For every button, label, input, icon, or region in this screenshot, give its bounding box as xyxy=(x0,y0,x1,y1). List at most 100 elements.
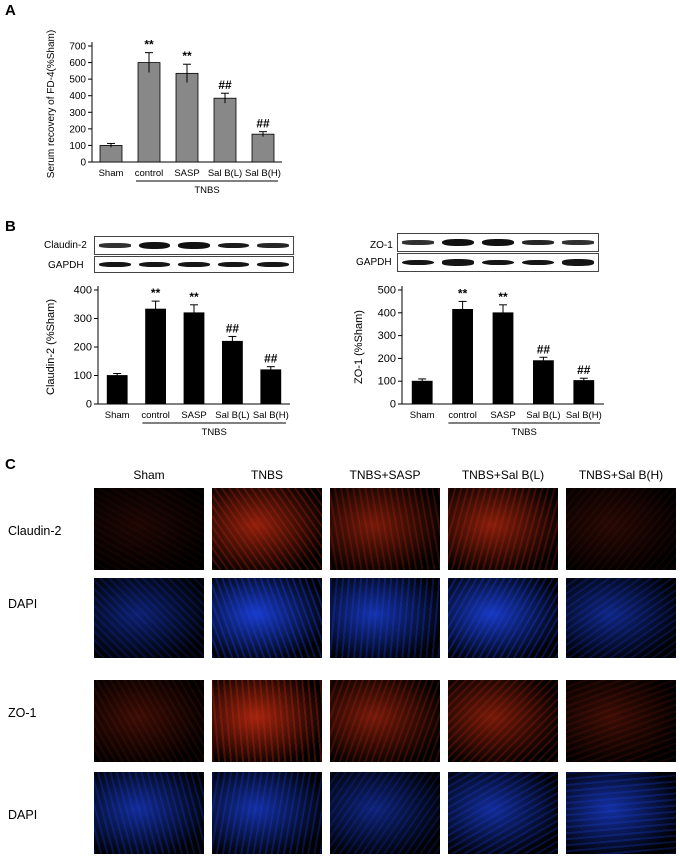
bar xyxy=(251,133,275,163)
blot-band xyxy=(257,243,290,248)
significance-mark: ## xyxy=(537,342,551,356)
bar xyxy=(411,380,433,405)
bar xyxy=(492,312,514,405)
significance-mark: ** xyxy=(144,38,154,52)
row-label-claudin-2: Claudin-2 xyxy=(8,524,62,538)
significance-mark: ## xyxy=(264,352,278,366)
blot-band xyxy=(217,261,250,268)
blot-left-top-label: Claudin-2 xyxy=(44,240,87,251)
panel-label-c: C xyxy=(5,456,16,473)
significance-mark: ## xyxy=(577,363,591,377)
bar xyxy=(183,312,205,405)
category-label: Sal B(H) xyxy=(253,410,289,421)
micrograph xyxy=(330,772,440,854)
blot-band xyxy=(482,259,514,266)
category-label: Sal B(H) xyxy=(245,168,281,179)
y-tick-label: 300 xyxy=(69,108,86,119)
col-header-sham: Sham xyxy=(133,468,165,482)
blot-band xyxy=(482,238,514,247)
bar xyxy=(106,375,128,405)
col-header-tnbs-sasp: TNBS+SASP xyxy=(349,468,421,482)
category-label: Sham xyxy=(99,168,124,179)
micrograph xyxy=(212,680,322,762)
micrograph xyxy=(566,772,676,854)
category-label: Sham xyxy=(105,410,130,421)
significance-mark: ** xyxy=(498,290,508,304)
blot-band xyxy=(138,261,171,268)
blot-band xyxy=(178,241,210,250)
micrograph xyxy=(212,578,322,658)
micrograph xyxy=(212,772,322,854)
category-label: Sal B(L) xyxy=(526,410,560,421)
y-tick-label: 100 xyxy=(69,141,86,152)
panel-label-b: B xyxy=(5,218,16,235)
y-tick-label: 0 xyxy=(80,158,86,169)
micrograph xyxy=(94,680,204,762)
y-tick-label: 300 xyxy=(378,330,396,342)
y-tick-label: 200 xyxy=(378,353,396,365)
blot-band xyxy=(562,259,594,266)
y-tick-label: 500 xyxy=(69,75,86,86)
row-label-zo-1: ZO-1 xyxy=(8,706,37,720)
bar xyxy=(260,369,282,405)
micrograph xyxy=(330,578,440,658)
y-tick-label: 400 xyxy=(74,285,92,297)
significance-mark: ** xyxy=(189,290,199,304)
category-label: Sham xyxy=(410,410,435,421)
micrograph xyxy=(566,488,676,570)
western-blot-claudin-2 xyxy=(94,236,294,255)
blot-left-bottom-label: GAPDH xyxy=(48,260,84,271)
y-axis-label: Serum recovery of FD-4(%Sham) xyxy=(46,30,57,178)
micrograph xyxy=(212,488,322,570)
bar xyxy=(175,72,199,163)
y-tick-label: 400 xyxy=(378,307,396,319)
micrograph xyxy=(94,578,204,658)
y-axis-label: ZO-1 (%Sham) xyxy=(353,310,365,384)
chart-b-claudin-2: 0 100 200 300 400 Claudin-2 (%Sham) Sham ** cont… xyxy=(45,285,290,438)
micrograph xyxy=(448,680,558,762)
col-header-tnbs-salb-h: TNBS+Sal B(H) xyxy=(578,468,664,482)
y-tick-label: 700 xyxy=(69,42,86,53)
bar xyxy=(573,380,595,405)
group-label: TNBS xyxy=(512,427,537,438)
micrograph xyxy=(448,772,558,854)
blot-band xyxy=(178,261,210,268)
category-label: Sal B(L) xyxy=(215,410,249,421)
blot-band xyxy=(522,240,554,245)
blot-band xyxy=(257,261,290,268)
micrograph xyxy=(448,578,558,658)
western-blot-gapdh-left xyxy=(94,256,294,273)
blot-band xyxy=(522,259,554,266)
col-header-tnbs-salb-l: TNBS+Sal B(L) xyxy=(461,468,545,482)
blot-band xyxy=(402,240,434,245)
row-label-dapi-2: DAPI xyxy=(8,808,38,822)
chart-a: 0 100 200 300 400 500 600 700 Serum recovery of … xyxy=(46,30,282,196)
y-tick-label: 600 xyxy=(69,58,86,69)
col-header-tnbs: TNBS xyxy=(250,468,283,482)
row-label-dapi-1: DAPI xyxy=(8,597,38,611)
micrograph xyxy=(566,578,676,658)
blot-right-top-label: ZO-1 xyxy=(370,240,393,251)
blot-band xyxy=(562,240,594,245)
blot-band xyxy=(442,238,474,247)
bar xyxy=(213,97,237,163)
chart-b-zo-1: 0 100 200 300 400 500 ZO-1 (%Sham) Sham ** contro… xyxy=(353,285,604,438)
micrograph xyxy=(330,488,440,570)
significance-mark: ## xyxy=(218,78,232,92)
micrograph xyxy=(94,488,204,570)
group-label: TNBS xyxy=(202,427,227,438)
y-tick-label: 500 xyxy=(378,285,396,297)
category-label: SASP xyxy=(181,410,206,421)
western-blot-gapdh-right xyxy=(397,253,599,272)
y-tick-label: 400 xyxy=(69,91,86,102)
blot-band xyxy=(138,241,171,250)
blot-band xyxy=(98,261,131,268)
y-tick-label: 0 xyxy=(390,399,396,411)
y-tick-label: 100 xyxy=(74,370,92,382)
micrograph xyxy=(330,680,440,762)
category-label: SASP xyxy=(174,168,199,179)
category-label: control xyxy=(135,168,164,179)
bar xyxy=(145,308,166,405)
significance-mark: ** xyxy=(182,49,192,63)
y-tick-label: 100 xyxy=(378,376,396,388)
